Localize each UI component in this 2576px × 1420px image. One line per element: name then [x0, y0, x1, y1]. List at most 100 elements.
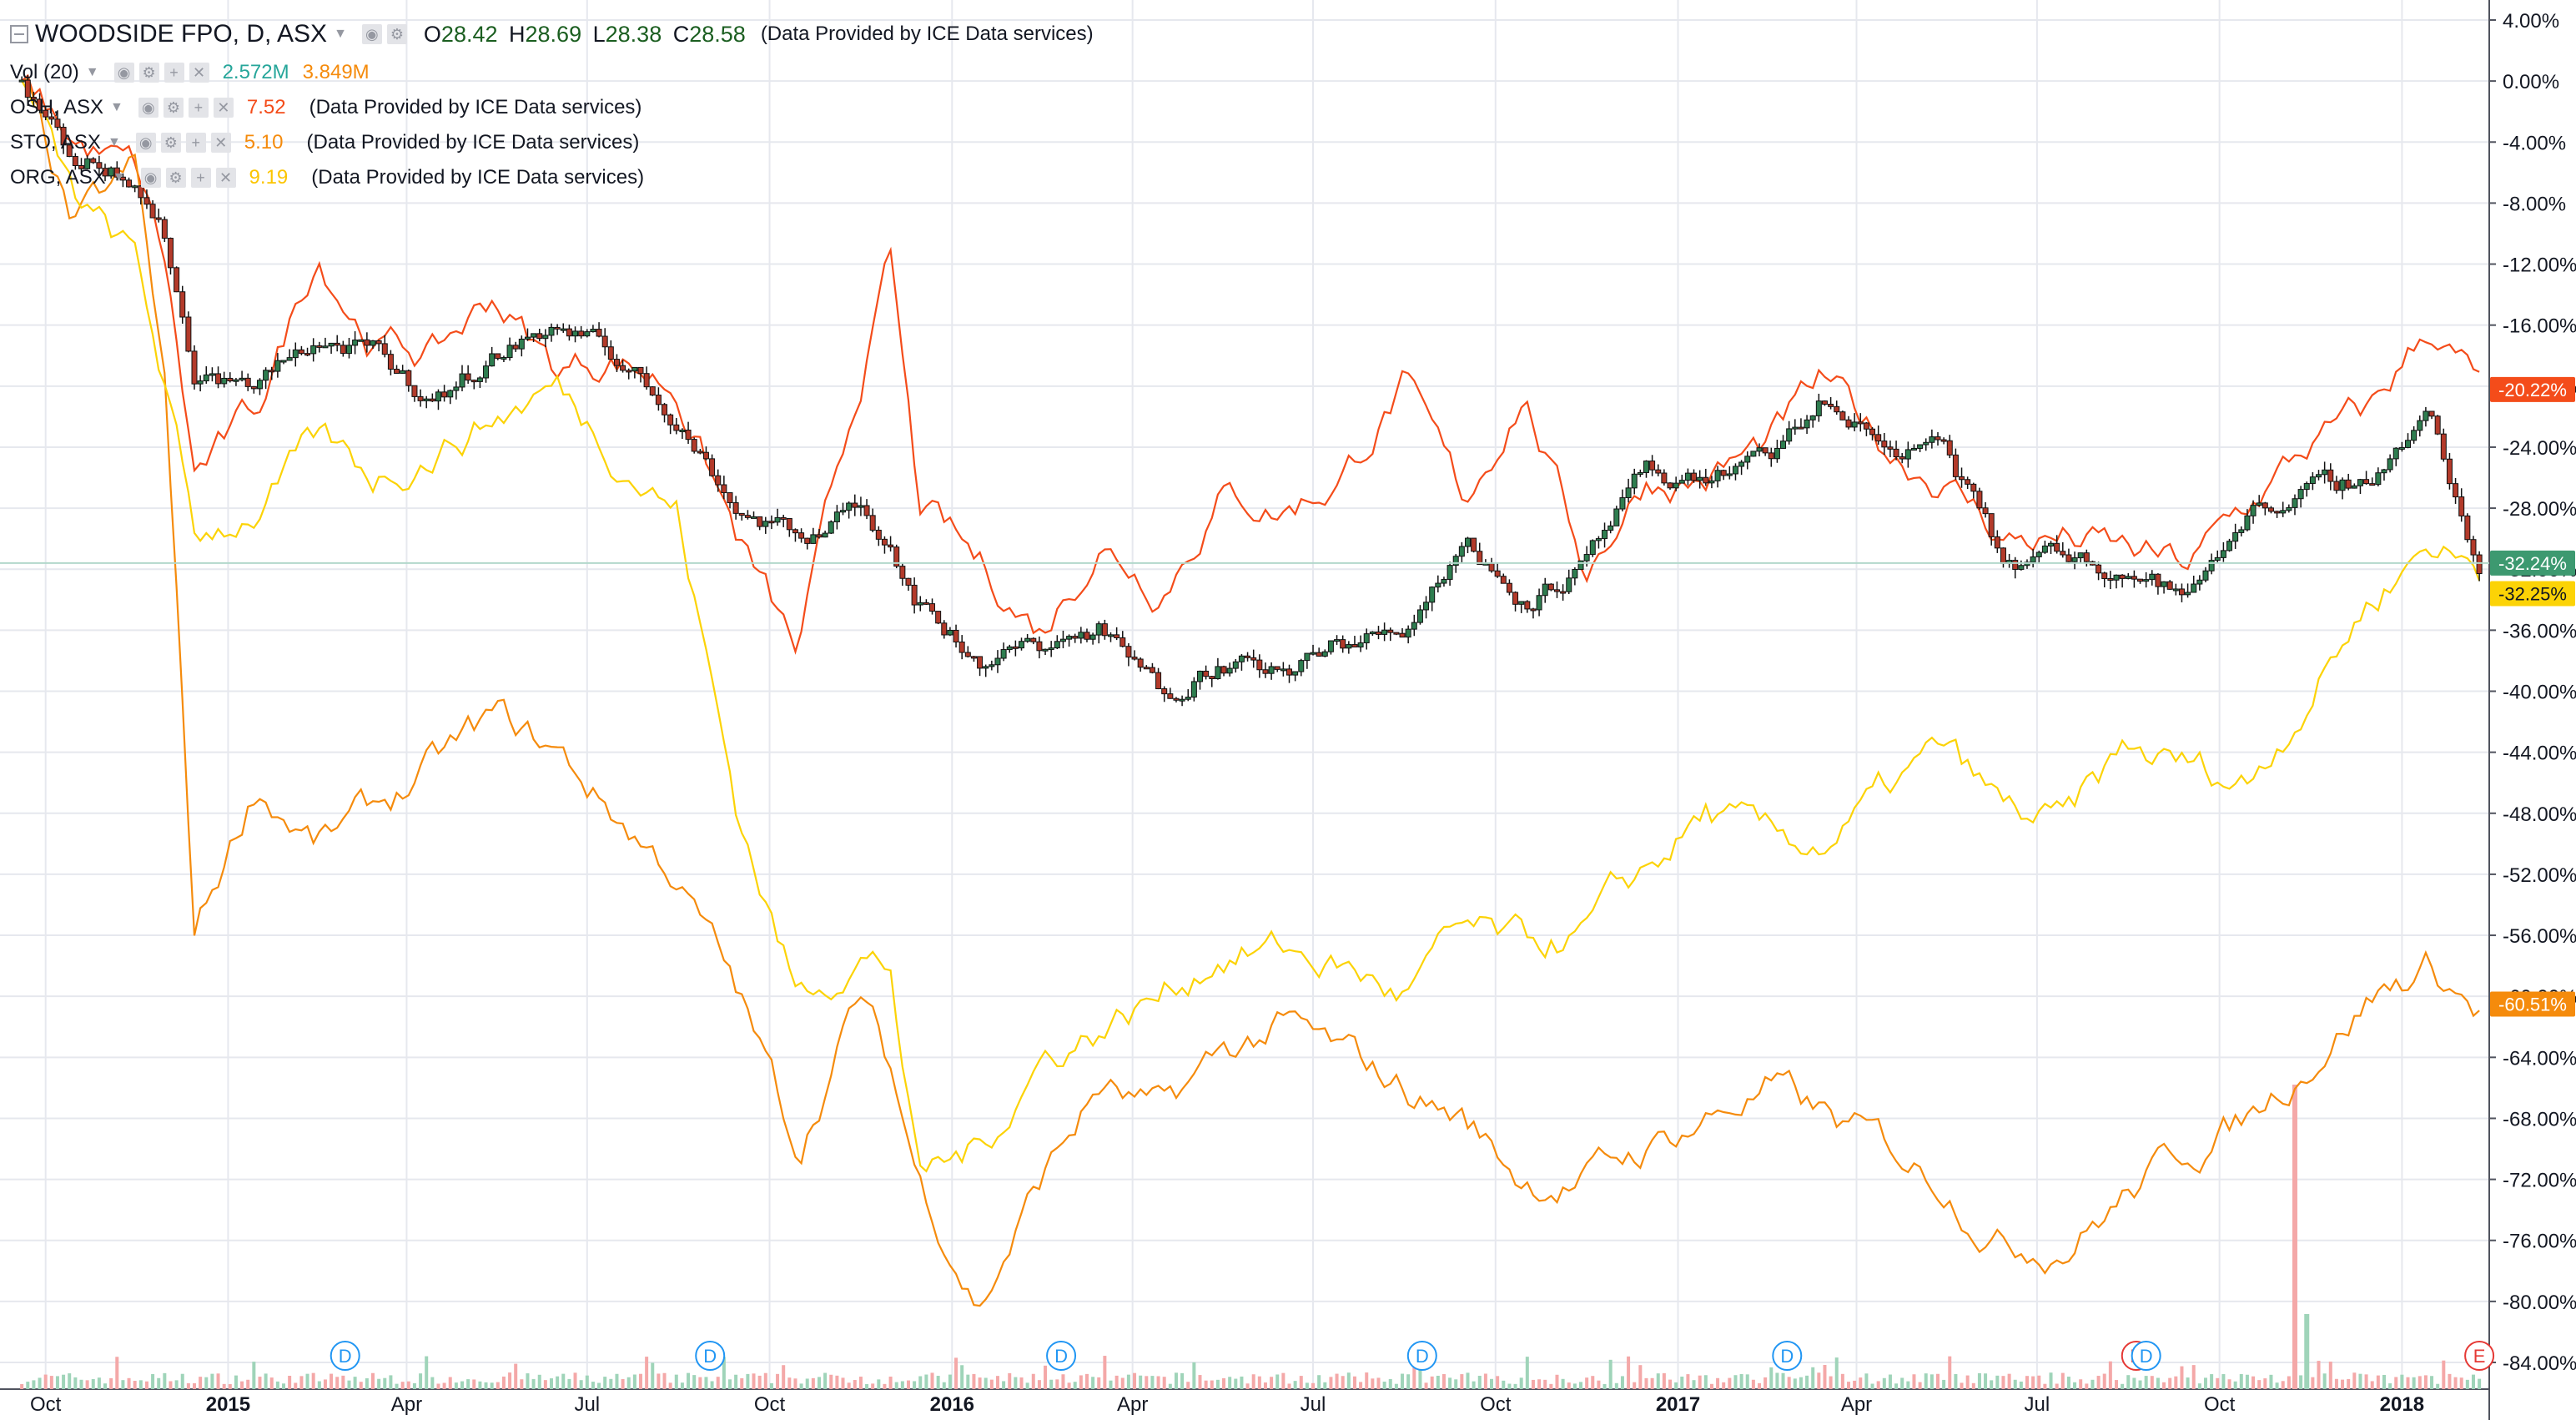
- candle-body: [1190, 681, 1197, 698]
- candle-body: [1494, 570, 1501, 577]
- candle-body: [1411, 622, 1417, 630]
- compare-symbol-name[interactable]: ORG, ASX: [10, 166, 106, 189]
- volume-bar: [1156, 1376, 1160, 1389]
- gear-icon[interactable]: ⚙: [138, 63, 159, 83]
- candle-body: [2065, 554, 2072, 562]
- volume-bar: [787, 1377, 792, 1389]
- candle-body: [1530, 608, 1537, 612]
- volume-bar: [442, 1382, 446, 1389]
- candle-body: [1042, 648, 1049, 652]
- candle-body: [721, 484, 727, 494]
- volume-bar: [960, 1365, 964, 1389]
- chevron-down-icon[interactable]: ▼: [110, 100, 123, 114]
- volume-bar: [668, 1382, 672, 1389]
- volume-bar: [1472, 1381, 1476, 1389]
- candle-body: [2161, 581, 2167, 587]
- close-icon[interactable]: ✕: [215, 168, 236, 188]
- main-symbol-name[interactable]: WOODSIDE FPO, D, ASX: [35, 20, 328, 48]
- close-icon[interactable]: ✕: [213, 98, 234, 118]
- earnings-marker: [2464, 1341, 2495, 1371]
- volume-bar: [1424, 1382, 1428, 1389]
- volume-bar: [1270, 1377, 1274, 1389]
- candle-body: [518, 338, 525, 350]
- volume-bar: [490, 1382, 494, 1389]
- data-provider-note: (Data Provided by ICE Data services): [760, 23, 1094, 45]
- volume-bar: [1745, 1374, 1749, 1389]
- volume-bar: [877, 1379, 881, 1389]
- compare-symbol-name[interactable]: STO, ASX: [10, 131, 101, 154]
- candle-body: [1101, 623, 1108, 637]
- volume-bar: [335, 1377, 340, 1389]
- candle-body: [768, 521, 775, 524]
- close-icon[interactable]: ✕: [210, 133, 231, 153]
- candle-body: [1655, 469, 1662, 474]
- candle-body: [1678, 480, 1685, 484]
- candle-body: [185, 316, 192, 352]
- open-value: 28.42: [440, 21, 498, 47]
- volume-bar: [1591, 1376, 1595, 1389]
- volume-bar: [1299, 1376, 1303, 1389]
- volume-bar: [204, 1377, 209, 1389]
- candle-body: [2309, 476, 2316, 485]
- volume-bar: [412, 1382, 416, 1389]
- candle-body: [590, 329, 596, 333]
- gear-icon[interactable]: ⚙: [160, 133, 181, 153]
- candle-body: [1321, 651, 1328, 657]
- volume-bar: [2210, 1374, 2214, 1389]
- candle-body: [751, 516, 757, 519]
- gear-icon[interactable]: ⚙: [165, 168, 186, 188]
- volume-bar: [1769, 1367, 1774, 1389]
- gear-icon[interactable]: ⚙: [386, 24, 407, 44]
- candle-body: [2018, 565, 2025, 570]
- volume-bar: [1483, 1373, 1487, 1389]
- chevron-down-icon[interactable]: ▼: [85, 65, 99, 79]
- gear-icon[interactable]: ⚙: [163, 98, 184, 118]
- chevron-down-icon[interactable]: ▼: [112, 170, 126, 184]
- volume-bar: [1120, 1377, 1124, 1389]
- candle-body: [1209, 676, 1215, 680]
- candle-body: [1179, 698, 1185, 702]
- candle-body: [155, 217, 162, 220]
- eye-icon[interactable]: ◉: [140, 168, 161, 188]
- chevron-down-icon[interactable]: ▼: [107, 135, 121, 149]
- candle-body: [298, 349, 304, 355]
- volume-bar: [1031, 1373, 1035, 1389]
- candle-body: [30, 97, 37, 100]
- eye-icon[interactable]: ◉: [138, 98, 158, 118]
- plus-icon[interactable]: +: [185, 133, 206, 153]
- candle-body: [626, 370, 632, 373]
- close-icon[interactable]: ✕: [189, 63, 209, 83]
- candle-body: [1547, 583, 1554, 591]
- eye-icon[interactable]: ◉: [113, 63, 134, 83]
- x-tick-label: Oct: [2204, 1393, 2236, 1416]
- compare-legend-org: ORG, ASX ▼ ◉ ⚙ + ✕ 9.19 (Data Provided b…: [10, 164, 644, 192]
- candle-body: [1768, 452, 1774, 460]
- candle-body: [2012, 560, 2019, 570]
- volume-name[interactable]: Vol (20): [10, 61, 79, 83]
- eye-icon[interactable]: ◉: [135, 133, 156, 153]
- chevron-down-icon[interactable]: ▼: [334, 27, 347, 41]
- volume-bar: [692, 1375, 697, 1389]
- volume-bar: [888, 1377, 893, 1389]
- compare-symbol-name[interactable]: OSH, ASX: [10, 96, 104, 118]
- volume-bar: [85, 1380, 89, 1389]
- plus-icon[interactable]: +: [188, 98, 209, 118]
- candle-body: [1143, 667, 1150, 670]
- volume-bar: [746, 1373, 750, 1389]
- plus-icon[interactable]: +: [190, 168, 211, 188]
- volume-bar: [1608, 1359, 1613, 1389]
- candle-body: [1054, 641, 1060, 649]
- volume-bar: [151, 1373, 155, 1389]
- eye-icon[interactable]: ◉: [361, 24, 382, 44]
- candle-body: [1643, 461, 1649, 473]
- collapse-legend-icon[interactable]: [10, 25, 28, 43]
- candle-body: [2137, 578, 2144, 582]
- volume-bar: [2358, 1373, 2362, 1389]
- candle-body: [292, 349, 299, 359]
- volume-bar: [1644, 1377, 1648, 1389]
- candle-body: [1602, 530, 1608, 540]
- candle-body: [852, 502, 858, 508]
- plus-icon[interactable]: +: [164, 63, 184, 83]
- candle-body: [1684, 472, 1691, 481]
